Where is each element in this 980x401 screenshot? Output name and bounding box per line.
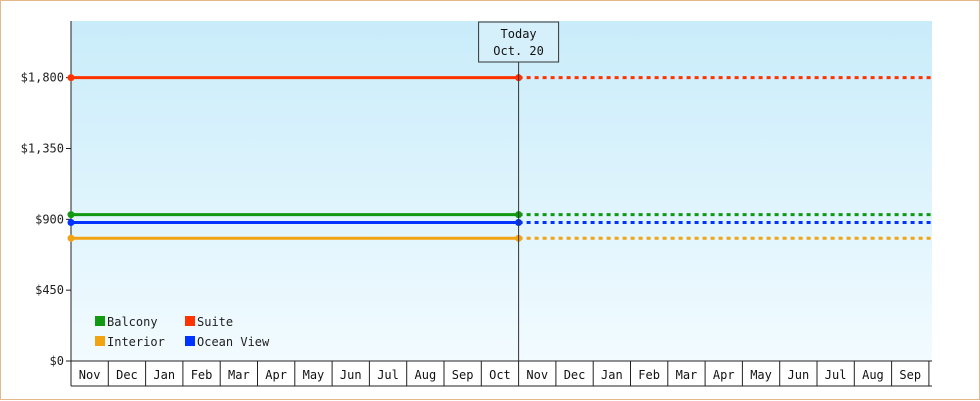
- x-tick-label: Oct: [489, 368, 511, 382]
- legend-item: Interior: [95, 335, 165, 349]
- x-tick-label: Feb: [638, 368, 660, 382]
- x-tick-label: Nov: [79, 368, 101, 382]
- x-tick-label: Jan: [153, 368, 175, 382]
- x-tick-label: Jun: [340, 368, 362, 382]
- today-box: [478, 21, 560, 63]
- x-tick-label: Jul: [377, 368, 399, 382]
- y-tick-label: $0: [50, 354, 64, 368]
- legend: Balcony Suite Interior Ocean View: [95, 315, 270, 349]
- x-tick-label: Aug: [862, 368, 884, 382]
- series-suite: [67, 74, 932, 82]
- data-point: [67, 234, 75, 242]
- x-axis: Nov Dec Jan Feb Mar Apr May Jun Jul Aug Sep Oct Nov D…: [70, 360, 932, 387]
- x-tick-label: Aug: [415, 368, 437, 382]
- x-tick-label: May: [750, 368, 772, 382]
- y-tick-label: $1,350: [21, 142, 64, 156]
- x-tick-label: Nov: [526, 368, 548, 382]
- x-tick-label: Dec: [564, 368, 586, 382]
- x-tick-label: Apr: [713, 368, 735, 382]
- data-point: [67, 218, 75, 226]
- legend-label: Ocean View: [197, 335, 270, 349]
- legend-label: Balcony: [107, 315, 158, 329]
- plot-area: [71, 21, 932, 361]
- y-axis: $0 $450 $900 $1,350 $1,800: [21, 21, 72, 368]
- x-tick-label: Dec: [116, 368, 138, 382]
- x-tick-label: Apr: [265, 368, 287, 382]
- x-tick-label: Mar: [228, 368, 250, 382]
- series-interior: [67, 234, 932, 242]
- today-marker: Today Oct. 20: [478, 21, 560, 361]
- y-tick-label: $1,800: [21, 71, 64, 85]
- legend-swatch: [185, 316, 195, 326]
- x-tick-label: Mar: [676, 368, 698, 382]
- legend-label: Interior: [107, 335, 165, 349]
- data-point: [67, 74, 75, 82]
- x-tick-label: Jan: [601, 368, 623, 382]
- series-balcony: [67, 211, 932, 219]
- series-layer: [67, 74, 932, 242]
- x-tick-label: Feb: [191, 368, 213, 382]
- x-tick-label: Jul: [825, 368, 847, 382]
- y-tick-label: $900: [35, 212, 64, 226]
- x-tick-label: Jun: [788, 368, 810, 382]
- x-tick-label: Sep: [452, 368, 474, 382]
- legend-swatch: [185, 336, 195, 346]
- y-tick-label: $450: [35, 283, 64, 297]
- x-tick-label: Sep: [899, 368, 921, 382]
- legend-label: Suite: [197, 315, 233, 329]
- legend-item: Balcony: [95, 315, 158, 329]
- legend-item: Ocean View: [185, 335, 270, 349]
- today-date: Oct. 20: [493, 44, 544, 58]
- data-point: [67, 211, 75, 219]
- today-label: Today: [501, 27, 537, 41]
- x-tick-label: May: [303, 368, 325, 382]
- legend-swatch: [95, 316, 105, 326]
- legend-item: Suite: [185, 315, 233, 329]
- legend-swatch: [95, 336, 105, 346]
